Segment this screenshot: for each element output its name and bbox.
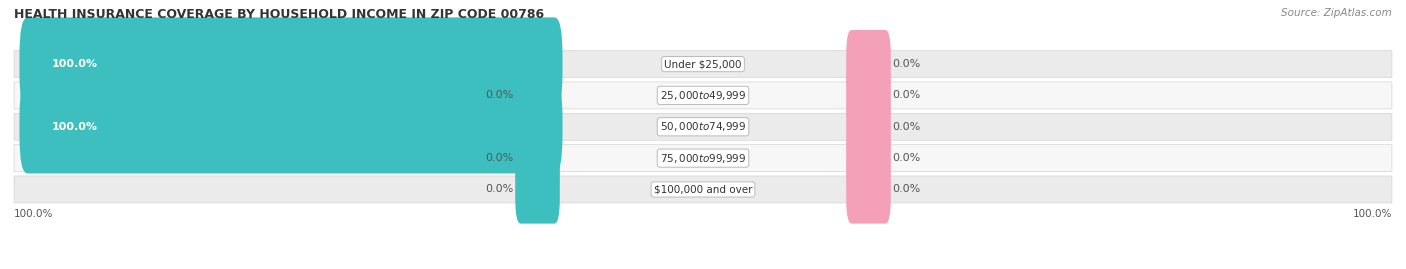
Text: HEALTH INSURANCE COVERAGE BY HOUSEHOLD INCOME IN ZIP CODE 00786: HEALTH INSURANCE COVERAGE BY HOUSEHOLD I… — [14, 8, 544, 21]
FancyBboxPatch shape — [846, 93, 891, 161]
Text: $100,000 and over: $100,000 and over — [654, 185, 752, 194]
FancyBboxPatch shape — [515, 155, 560, 224]
Text: 0.0%: 0.0% — [893, 185, 921, 194]
FancyBboxPatch shape — [846, 30, 891, 98]
FancyBboxPatch shape — [14, 145, 1392, 172]
Text: 100.0%: 100.0% — [14, 209, 53, 219]
FancyBboxPatch shape — [846, 124, 891, 192]
Text: 0.0%: 0.0% — [893, 90, 921, 100]
Text: Under $25,000: Under $25,000 — [664, 59, 742, 69]
Text: 0.0%: 0.0% — [485, 153, 513, 163]
Text: $75,000 to $99,999: $75,000 to $99,999 — [659, 152, 747, 165]
Text: $50,000 to $74,999: $50,000 to $74,999 — [659, 120, 747, 133]
Text: $25,000 to $49,999: $25,000 to $49,999 — [659, 89, 747, 102]
Text: 0.0%: 0.0% — [893, 59, 921, 69]
Text: 100.0%: 100.0% — [51, 59, 97, 69]
Text: 0.0%: 0.0% — [893, 122, 921, 132]
FancyBboxPatch shape — [14, 51, 1392, 77]
Text: 0.0%: 0.0% — [485, 185, 513, 194]
Text: 100.0%: 100.0% — [51, 122, 97, 132]
FancyBboxPatch shape — [14, 176, 1392, 203]
FancyBboxPatch shape — [846, 61, 891, 130]
FancyBboxPatch shape — [14, 113, 1392, 140]
FancyBboxPatch shape — [515, 124, 560, 192]
Text: 0.0%: 0.0% — [893, 153, 921, 163]
Text: Source: ZipAtlas.com: Source: ZipAtlas.com — [1281, 8, 1392, 18]
Text: 0.0%: 0.0% — [485, 90, 513, 100]
FancyBboxPatch shape — [20, 17, 562, 111]
FancyBboxPatch shape — [515, 61, 560, 130]
FancyBboxPatch shape — [846, 155, 891, 224]
FancyBboxPatch shape — [20, 80, 562, 174]
FancyBboxPatch shape — [14, 82, 1392, 109]
Text: 100.0%: 100.0% — [1353, 209, 1392, 219]
